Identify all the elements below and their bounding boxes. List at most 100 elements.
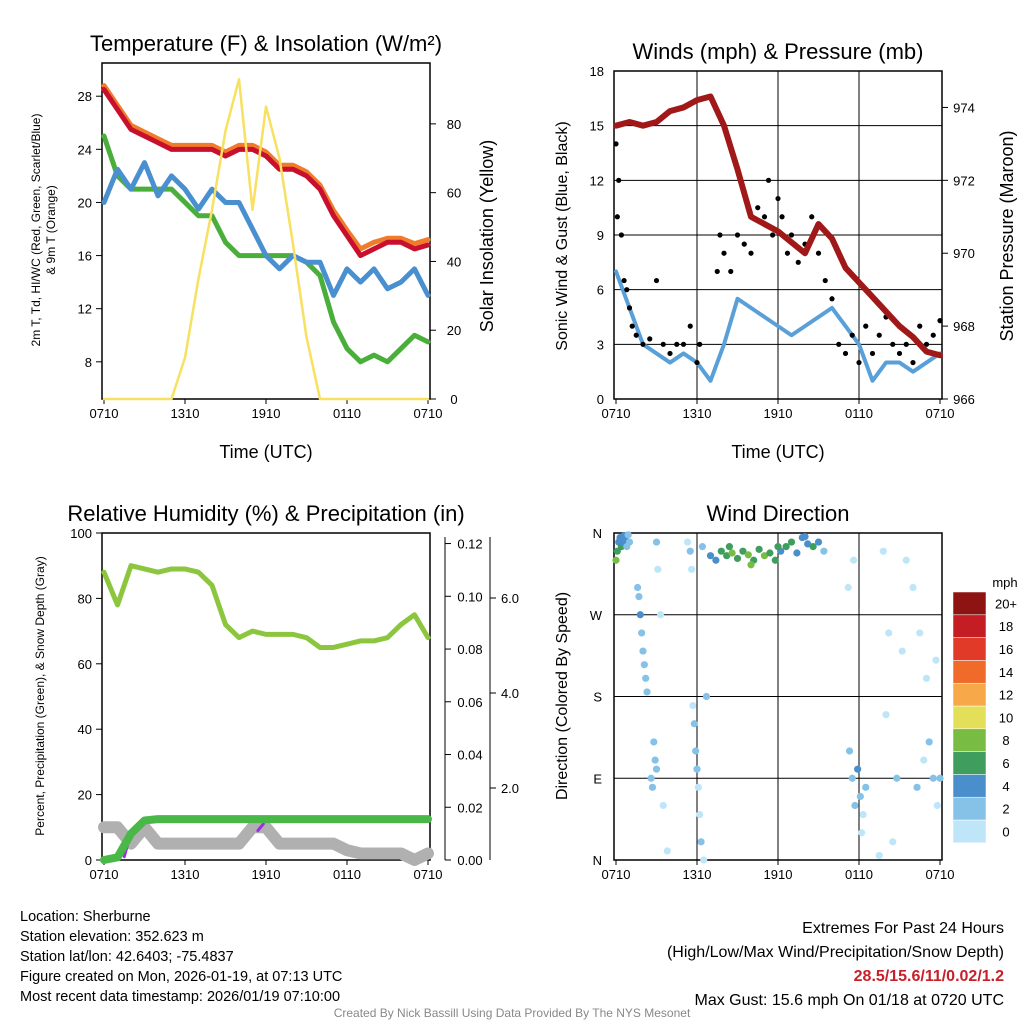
legend-swatch: [952, 614, 987, 638]
direction-point: [932, 656, 940, 664]
y-tick-label: 12: [78, 302, 92, 317]
series-9m-t: [101, 83, 431, 252]
y2-tick-label: 40: [447, 254, 461, 269]
x-tick-label: 0710: [414, 406, 443, 421]
direction-point: [612, 556, 620, 564]
y-tick-label: 16: [78, 249, 92, 264]
legend-swatch: [952, 728, 987, 752]
y2-tick-label: 0.04: [457, 748, 482, 763]
legend-label: 12: [999, 688, 1013, 703]
extremes-subtitle: (High/Low/Max Wind/Precipitation/Snow De…: [666, 944, 1004, 961]
gust-point: [728, 268, 734, 275]
direction-point: [654, 565, 662, 573]
direction-point: [638, 629, 646, 637]
direction-point: [688, 565, 696, 573]
gust-point: [647, 336, 653, 342]
gust-point: [903, 341, 909, 347]
chart-title: Winds (mph) & Pressure (mb): [633, 39, 924, 64]
direction-point: [889, 838, 897, 846]
gust-point: [674, 341, 680, 347]
legend-swatch: [952, 819, 987, 844]
gust-point: [660, 341, 666, 347]
gust-point: [815, 250, 822, 256]
gust-point: [937, 318, 943, 324]
x-axis-label: Time (UTC): [731, 442, 824, 462]
gust-point: [640, 341, 646, 347]
gust-point: [896, 350, 903, 357]
series-solar-insolation: [102, 77, 430, 401]
direction-point: [885, 629, 893, 637]
gust-point: [624, 287, 630, 293]
direction-point: [706, 552, 715, 560]
y-tick-label: 24: [78, 142, 92, 157]
direction-point: [683, 538, 692, 546]
gust-point: [930, 332, 936, 338]
legend-label: 10: [999, 710, 1013, 725]
y2-axis-label: Solar Insolation (Yellow): [477, 140, 497, 332]
direction-point: [793, 549, 801, 557]
gust-point: [910, 359, 916, 366]
y-axis-label: 2m T, Td, HI/WC (Red, Green, Scarlet/Blu…: [29, 114, 43, 347]
y-tick-label: W: [590, 608, 603, 623]
y2-tick-label: 0.12: [457, 537, 482, 552]
y2-tick-label: 20: [447, 323, 461, 338]
direction-point: [690, 720, 698, 728]
y-axis-label: Percent, Precipitation (Green), & Snow D…: [33, 556, 47, 835]
legend-swatch: [952, 682, 987, 707]
direction-point: [848, 774, 856, 782]
x-axis-label: Time (UTC): [219, 442, 312, 462]
gust-point: [621, 277, 627, 284]
x-tick-label: 1310: [683, 867, 712, 882]
y-tick-label: 9: [597, 228, 604, 243]
gust-point: [614, 214, 620, 220]
y-tick-label: N: [593, 853, 602, 868]
legend-label: 0: [1002, 824, 1009, 839]
x-tick-label: 0710: [602, 406, 631, 421]
gust-point: [714, 268, 720, 275]
gust-point: [890, 341, 896, 347]
y2-tick-label: 0.06: [457, 695, 482, 710]
extremes-values: 28.5/15.6/11/0.02/1.2: [853, 968, 1004, 985]
max-gust: Max Gust: 15.6 mph On 01/18 at 0720 UTC: [694, 992, 1005, 1009]
direction-point: [659, 801, 667, 810]
y-tick-label: 60: [78, 657, 92, 672]
direction-point: [850, 556, 858, 564]
direction-point: [696, 810, 704, 819]
gust-point: [923, 341, 930, 347]
gust-point: [721, 250, 727, 256]
y-tick-label: 28: [78, 89, 92, 104]
y2-tick-label: 0.10: [457, 589, 482, 604]
direction-point: [712, 556, 720, 564]
direction-point: [933, 801, 941, 810]
y2-tick-label: 968: [953, 319, 975, 334]
direction-point: [651, 756, 659, 764]
direction-point: [663, 847, 671, 855]
direction-point: [851, 801, 859, 810]
gust-point: [849, 332, 855, 338]
direction-point: [814, 538, 823, 546]
chart-title: Relative Humidity (%) & Precipitation (i…: [67, 501, 464, 526]
x-tick-label: 0710: [90, 867, 119, 882]
direction-point: [771, 556, 779, 564]
direction-point: [692, 747, 700, 755]
direction-point: [909, 583, 917, 592]
direction-point: [922, 674, 931, 682]
y3-tick-label: 6.0: [501, 591, 519, 606]
gust-point: [717, 232, 723, 238]
direction-point: [642, 674, 650, 682]
direction-point: [893, 774, 901, 782]
y2-tick-label: 0.08: [457, 642, 482, 657]
elevation: Station elevation: 352.623 m: [20, 929, 204, 945]
gust-point: [822, 277, 828, 284]
x-tick-label: 1910: [252, 406, 281, 421]
x-tick-label: 0710: [414, 867, 443, 882]
x-tick-label: 1910: [764, 867, 793, 882]
y2-tick-label: 974: [953, 100, 975, 115]
direction-point: [875, 851, 883, 860]
direction-point: [650, 738, 658, 746]
y-tick-label: 0: [597, 392, 604, 407]
direction-point: [882, 711, 890, 719]
direction-point: [725, 543, 734, 551]
chart-title: Wind Direction: [706, 501, 849, 526]
location: Location: Sherburne: [20, 909, 151, 925]
